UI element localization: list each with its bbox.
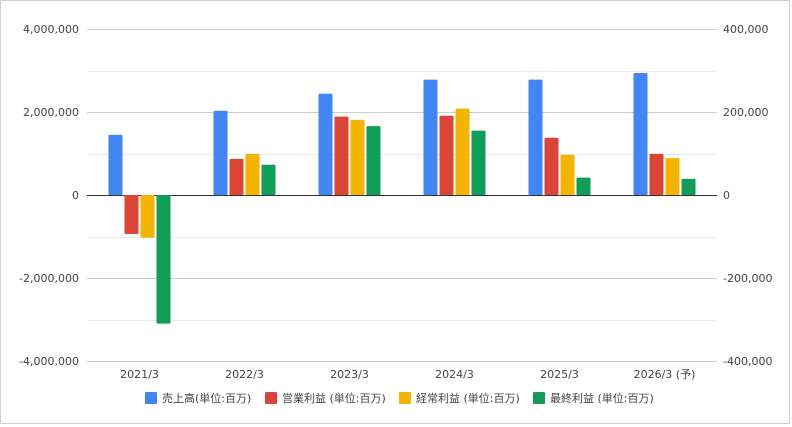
bar (528, 79, 543, 195)
legend-label[interactable]: 最終利益 (単位:百万) (550, 391, 654, 405)
bars (108, 72, 696, 324)
bar (681, 178, 696, 195)
bar (455, 108, 470, 195)
x-tick-label: 2024/3 (435, 368, 474, 381)
y2-tick-label: 200,000 (723, 106, 769, 119)
legend-swatch[interactable] (533, 392, 545, 404)
y2-tick-label: 0 (723, 189, 730, 202)
y-tick-label: 2,000,000 (23, 106, 79, 119)
bar (140, 195, 155, 238)
bar (229, 158, 244, 195)
y2-tick-label: -200,000 (723, 272, 772, 285)
x-tick-label: 2023/3 (330, 368, 369, 381)
legend-label[interactable]: 売上高(単位:百万) (162, 391, 251, 405)
bar (423, 79, 438, 195)
bar (245, 153, 260, 195)
bar (439, 115, 454, 195)
legend-label[interactable]: 営業利益 (単位:百万) (282, 391, 386, 405)
legend[interactable]: 売上高(単位:百万) 営業利益 (単位:百万) 経常利益 (単位:百万) 最終利益 (… (145, 391, 654, 405)
y-tick-label: 4,000,000 (23, 23, 79, 36)
y-tick-label: -2,000,000 (19, 272, 79, 285)
bar (213, 110, 228, 195)
bar (108, 134, 123, 195)
legend-swatch[interactable] (399, 392, 411, 404)
axes: 4,000,000 2,000,000 0 -2,000,000 -4,000,000 4… (19, 23, 772, 381)
bar (576, 177, 591, 195)
bar (318, 93, 333, 195)
y2-tick-label: 400,000 (723, 23, 769, 36)
bar (366, 126, 381, 195)
bar (350, 119, 365, 195)
x-tick-label: 2026/3 (予) (634, 368, 696, 381)
bar (261, 164, 276, 195)
bar (633, 72, 648, 195)
grid-lines (87, 29, 717, 362)
bar (156, 195, 171, 324)
x-tick-label: 2025/3 (540, 368, 579, 381)
bar (124, 195, 139, 235)
y-tick-label: -4,000,000 (19, 355, 79, 368)
bar (665, 158, 680, 195)
bar (471, 130, 486, 195)
bar (334, 116, 349, 195)
y2-tick-label: -400,000 (723, 355, 772, 368)
x-tick-label: 2022/3 (225, 368, 264, 381)
x-tick-label: 2021/3 (120, 368, 159, 381)
legend-swatch[interactable] (145, 392, 157, 404)
bar (649, 153, 664, 195)
bar (560, 154, 575, 195)
y-tick-label: 0 (72, 189, 79, 202)
legend-label[interactable]: 経常利益 (単位:百万) (416, 391, 520, 405)
legend-swatch[interactable] (265, 392, 277, 404)
bar (544, 137, 559, 195)
